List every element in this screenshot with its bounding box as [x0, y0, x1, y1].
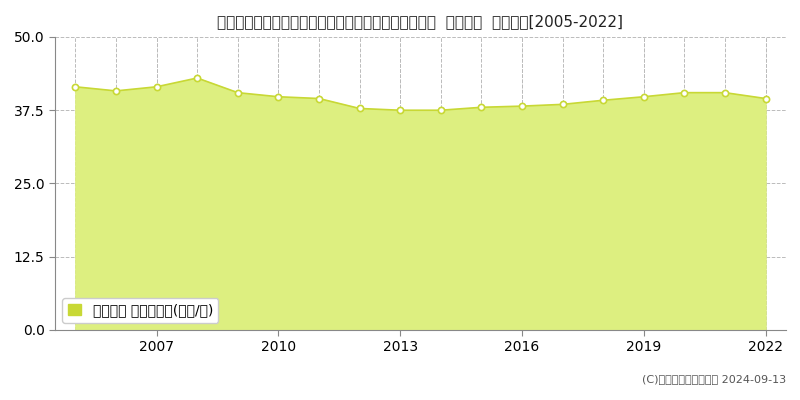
Point [475, 104, 488, 110]
Point [759, 95, 772, 102]
Point [394, 107, 406, 114]
Point [69, 84, 82, 90]
Point [231, 90, 244, 96]
Point [678, 90, 690, 96]
Point [110, 88, 122, 94]
Point [272, 94, 285, 100]
Title: 東京都西多摩郡瑞穂町大字箱根ケ崎字狭山２９５番４  地価公示  地価推移[2005-2022]: 東京都西多摩郡瑞穂町大字箱根ケ崎字狭山２９５番４ 地価公示 地価推移[2005-… [218, 14, 623, 29]
Legend: 地価公示 平均坪単価(万円/坪): 地価公示 平均坪単価(万円/坪) [62, 298, 218, 323]
Point [718, 90, 731, 96]
Point [434, 107, 447, 114]
Point [638, 94, 650, 100]
Point [313, 95, 326, 102]
Point [556, 101, 569, 108]
Text: (C)土地価格ドットコム 2024-09-13: (C)土地価格ドットコム 2024-09-13 [642, 374, 786, 384]
Point [150, 84, 163, 90]
Point [190, 75, 203, 81]
Point [353, 105, 366, 112]
Point [597, 97, 610, 104]
Point [515, 103, 528, 109]
